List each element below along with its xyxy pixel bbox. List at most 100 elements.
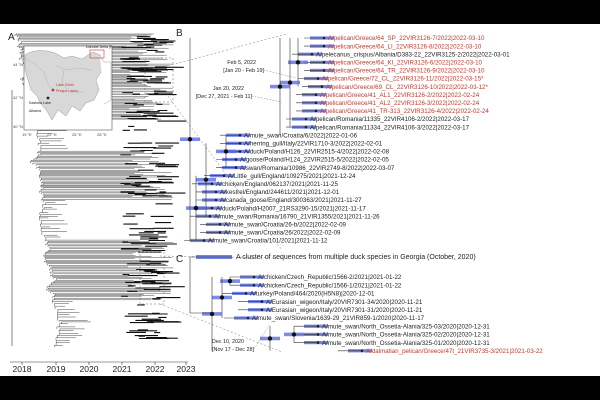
panel-b: B A/pelican/Greece/64_SP_22VIR3126-7/202… (176, 28, 510, 245)
node-inner (203, 177, 209, 182)
tip-point (260, 308, 264, 312)
tip-point (316, 341, 320, 344)
tip-label: A/pelican/Greece/64_TR_22VIR3126-9/2022|… (328, 68, 485, 75)
map-inset: Danube Delta (Romania) Kastoria Lake Pre… (13, 45, 126, 137)
tip-label: A/duck/Poland/H2007_21RS3290-15/2021|202… (216, 205, 366, 212)
tip-point (310, 52, 314, 56)
tip-label: A/goose/Poland/H124_22VIR2515-5/2022|202… (240, 157, 389, 164)
tip-label: A/mute_swan/North_Ossetia-Alania/325-03/… (322, 323, 490, 330)
tip-label: A/mute_swan/Croatia/26-b/2022|2022-02-09 (224, 222, 347, 229)
kastoria-point (46, 96, 50, 100)
node-dec10 (267, 336, 273, 341)
map-border (24, 57, 55, 93)
node-ossetia (291, 332, 297, 337)
tip-label: A/pelican/Greece/41_AL2_22VIR3126-3/2022… (320, 100, 480, 107)
year-tick-label: 2018 (13, 364, 32, 374)
tip-label: A/mute_swan/Slovenia/1639-29_21VIR859-1/… (252, 315, 425, 322)
tip-point (304, 125, 308, 129)
tip-label: A/pelican/Greece/41_TR-313_22VIR3126-4/2… (320, 108, 489, 115)
map-border (61, 69, 84, 93)
tip-label: A/pelecanus_crispus/Albania/D383-22_22VI… (316, 51, 510, 58)
tip-label: A/mute_swan/North_Ossetia-Alania/325-02/… (322, 332, 490, 339)
year-tick-label: 2022 (146, 364, 165, 374)
lat-label: 44 °N (13, 62, 23, 67)
tip-point (320, 85, 324, 88)
tip-point (222, 174, 226, 177)
prespa-point (51, 88, 55, 92)
tip-label: A/swan/Romania/10986_22VIR2749-8/2022|20… (240, 165, 395, 172)
tip-label: A/mute_swan/North_Ossetia-Alania/325-01/… (322, 340, 490, 347)
dec10-date: Dec 10, 2020 (212, 339, 244, 345)
jan20-range: [Dec 27, 2021 - Feb 11] (196, 94, 253, 100)
prespa-label: Prespa Lakes (56, 89, 78, 93)
tip-label: A/pelican/Greece/72_CL_22VIR3126-11/2022… (322, 76, 484, 83)
tip-point (246, 316, 250, 320)
tip-point (260, 300, 264, 303)
tip-point (208, 214, 212, 218)
map-border (55, 65, 93, 71)
year-tick-label: 2019 (47, 364, 66, 374)
panel-a: A Danube Delta (Romania) Kastoria Lake P… (8, 32, 287, 374)
tip-point (238, 133, 242, 137)
clade-b-box (144, 57, 174, 103)
tip-label: A/Eurasian_wigeon/Italy/20VIR7301-34/202… (266, 299, 423, 306)
tip-point (218, 231, 222, 234)
panel-b-tree: A/pelican/Greece/64_SP_22VIR3126-7/2022|… (180, 35, 510, 245)
tip-label: A/kestrel/England/244611/2021|2021-12-01 (220, 189, 340, 196)
tip-label: A/pelican/Greece/69_CL_22VIR3126-10/2022… (326, 84, 489, 91)
tip-point (214, 190, 218, 194)
node-jan20 (277, 84, 283, 89)
tip-label: A/pelican/Greece/64_KI_22VIR3126-6/2022|… (328, 60, 483, 67)
dec10-pointer (253, 323, 271, 350)
tip-point (252, 283, 256, 287)
tip-point (210, 182, 214, 186)
year-tick-label: 2020 (80, 364, 99, 374)
tip-label: A/turkey/Poland/464/2020(H5N8)|2020-12-0… (250, 291, 375, 298)
tip-label: A/herring_gull/Italy/22VIR1710-3/2022|20… (244, 141, 383, 148)
tip-point (252, 275, 256, 279)
node-feb5 (287, 80, 293, 85)
panel-b-letter: B (176, 28, 183, 39)
tip-label: A/canada_goose/England/300363/2021|2021-… (220, 197, 362, 204)
tip-point (316, 77, 320, 80)
node-mid (223, 149, 229, 154)
panel-a-letter: A (8, 32, 15, 43)
tip-label: A/chicken/England/062137/2021|2021-11-25 (216, 181, 338, 188)
node-root-c (209, 311, 215, 317)
tip-label: A/Eurasian_wigeon/Italy/20VIR7301-31/202… (266, 307, 423, 314)
danube-label: Danube Delta (Romania) (86, 45, 126, 49)
tip-label: A/pelican/Greece/64_LI_22VIR3126-8/2022|… (328, 43, 482, 50)
tip-point (322, 61, 326, 64)
time-axis: 2018 2019 2020 2021 2022 2023 (10, 361, 196, 374)
tip-label: A/duck/Poland/H126_22VIR2515-4/2022|2022… (244, 149, 390, 156)
tip-label: A/mute_swan/Romania/16790_21VIR1355/2021… (214, 213, 380, 220)
tip-point (314, 93, 318, 96)
tip-point (238, 150, 242, 153)
zoom-connector (167, 33, 287, 67)
tree-tip-cluster (120, 36, 187, 340)
tip-label: A/chicken/Czech_Republic/1566-1/2021|202… (258, 282, 402, 289)
node-outer (193, 205, 199, 211)
panel-c-tree: A/chicken/Czech_Republic/1566-2/2021|202… (189, 255, 543, 355)
year-tick-label: 2021 (113, 364, 132, 374)
lon-label: 19 °E (22, 132, 32, 137)
tip-label: A/mute_swan/Croatia/6/2022|2022-01-06 (244, 132, 358, 139)
tip-label: A/pelican/Romania/11334_22VIR4106-3/2022… (310, 124, 470, 131)
lat-label: 40 °N (13, 124, 23, 129)
kastoria-label: Kastoria Lake (29, 101, 51, 105)
tip-point (360, 349, 364, 353)
tip-point (314, 109, 318, 113)
tip-label: A/pelican/Greece/64_SP_22VIR3126-7/2022|… (328, 35, 485, 42)
tip-label: A/pelican/Romania/11335_22VIR4106-2/2022… (310, 116, 470, 123)
tip-point (316, 324, 320, 328)
dec10-range: [Nov 17 - Dec 28] (212, 347, 254, 353)
tip-point (316, 333, 320, 336)
tip-point (238, 142, 242, 145)
tip-label: A/Little_gull/England/109275/2021|2021-1… (228, 173, 356, 180)
tip-point (202, 239, 206, 242)
black-sea (99, 54, 112, 105)
lon-label: 25 °E (72, 132, 82, 137)
tip-label: A/pelican/Greece/41_AL1_22VIR3126-2/2022… (320, 92, 480, 99)
tip-point (322, 44, 326, 48)
tip-point (234, 166, 238, 169)
